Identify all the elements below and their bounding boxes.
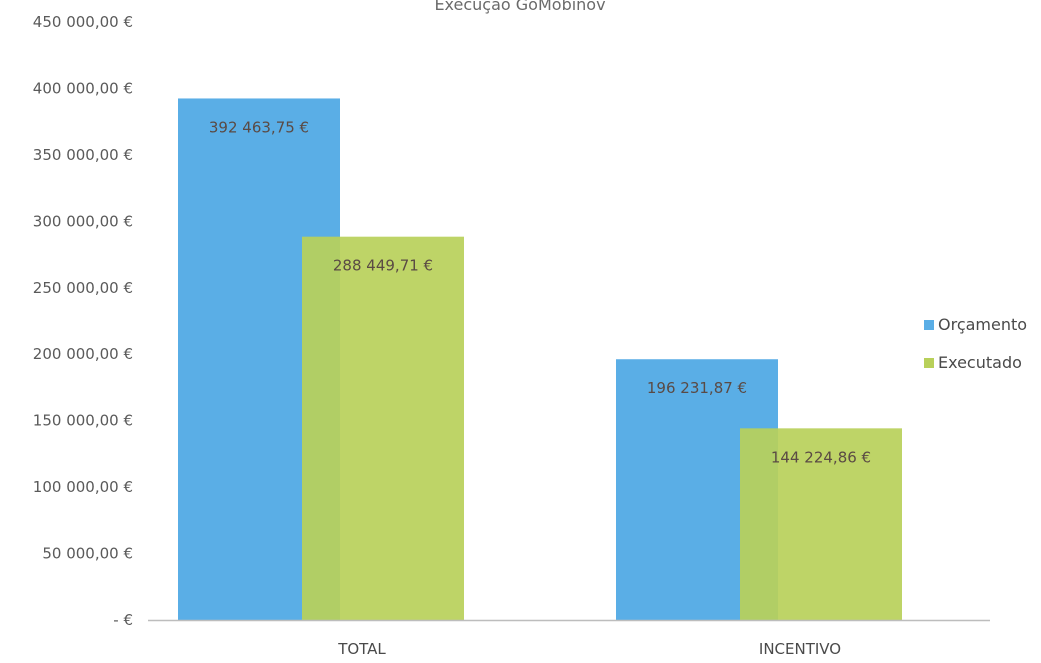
y-tick-label: 50 000,00 € bbox=[42, 545, 133, 563]
bars: 392 463,75 € 288 449,71 € 196 231,87 € 144 … bbox=[178, 98, 902, 621]
bar-executado-total bbox=[302, 236, 464, 621]
bar-executado-incentivo bbox=[740, 428, 902, 620]
legend-swatch bbox=[924, 320, 934, 330]
data-label: 144 224,86 € bbox=[771, 448, 871, 466]
y-axis: - € 50 000,00 € 100 000,00 € 150 000,00 € 20… bbox=[33, 13, 133, 629]
y-tick-label: 100 000,00 € bbox=[33, 478, 133, 496]
y-tick-label: 450 000,00 € bbox=[33, 13, 133, 31]
y-tick-label: 250 000,00 € bbox=[33, 279, 133, 297]
x-tick-label: INCENTIVO bbox=[759, 640, 841, 658]
legend-label: Executado bbox=[938, 353, 1022, 372]
x-tick-label: TOTAL bbox=[337, 640, 386, 658]
y-tick-label: 350 000,00 € bbox=[33, 146, 133, 164]
y-tick-label: 400 000,00 € bbox=[33, 79, 133, 97]
chart-title: Execução GoMobinov bbox=[434, 0, 605, 14]
legend-swatch bbox=[924, 358, 934, 368]
data-label: 392 463,75 € bbox=[209, 118, 309, 136]
legend: Orçamento Executado bbox=[924, 315, 1027, 372]
x-axis: TOTAL INCENTIVO bbox=[148, 619, 990, 658]
legend-label: Orçamento bbox=[938, 315, 1027, 334]
y-tick-label: - € bbox=[113, 611, 133, 629]
y-tick-label: 200 000,00 € bbox=[33, 345, 133, 363]
y-tick-label: 300 000,00 € bbox=[33, 212, 133, 230]
data-label: 288 449,71 € bbox=[333, 257, 433, 275]
data-label: 196 231,87 € bbox=[647, 379, 747, 397]
y-tick-label: 150 000,00 € bbox=[33, 412, 133, 430]
